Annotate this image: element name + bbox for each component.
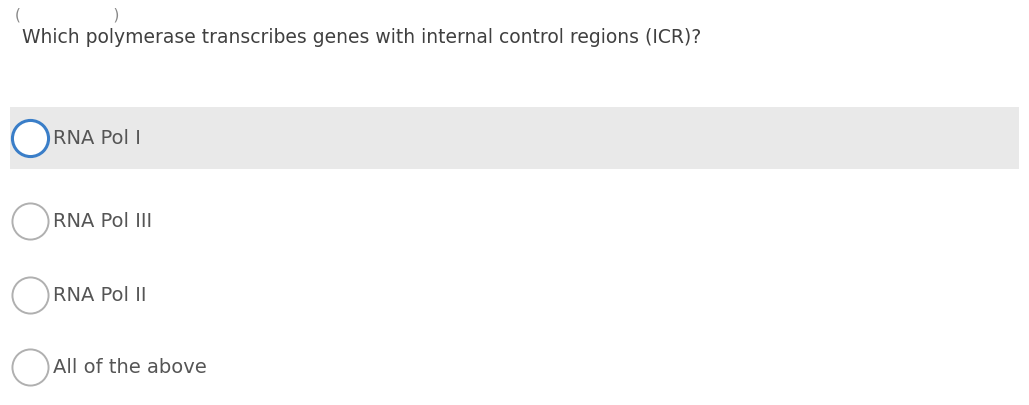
Point <box>22 135 38 142</box>
Text: RNA Pol I: RNA Pol I <box>54 129 141 148</box>
Text: RNA Pol III: RNA Pol III <box>54 212 152 231</box>
Point <box>22 292 38 298</box>
Text: All of the above: All of the above <box>54 358 207 377</box>
Text: Which polymerase transcribes genes with internal control regions (ICR)?: Which polymerase transcribes genes with … <box>22 28 701 47</box>
Text: (                   ): ( ) <box>15 8 119 23</box>
FancyBboxPatch shape <box>10 108 1019 170</box>
Point <box>22 364 38 370</box>
Text: RNA Pol II: RNA Pol II <box>54 286 146 305</box>
Point <box>22 218 38 225</box>
